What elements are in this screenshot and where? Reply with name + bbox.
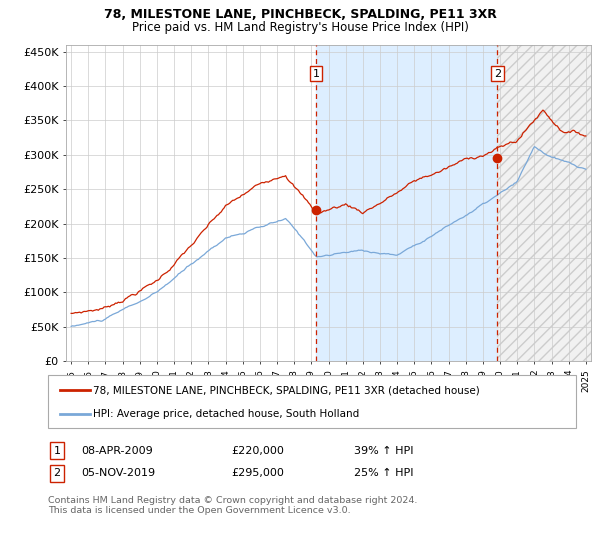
Text: 1: 1	[313, 69, 319, 79]
Text: 08-APR-2009: 08-APR-2009	[81, 446, 153, 456]
Bar	[497, 45, 595, 361]
Text: 78, MILESTONE LANE, PINCHBECK, SPALDING, PE11 3XR (detached house): 78, MILESTONE LANE, PINCHBECK, SPALDING,…	[93, 385, 480, 395]
Bar	[497, 45, 595, 361]
Text: 39% ↑ HPI: 39% ↑ HPI	[354, 446, 413, 456]
Text: Price paid vs. HM Land Registry's House Price Index (HPI): Price paid vs. HM Land Registry's House …	[131, 21, 469, 34]
Text: HPI: Average price, detached house, South Holland: HPI: Average price, detached house, Sout…	[93, 408, 359, 418]
Text: 2: 2	[494, 69, 501, 79]
Text: 2: 2	[53, 468, 61, 478]
Bar	[316, 45, 497, 361]
Text: Contains HM Land Registry data © Crown copyright and database right 2024.
This d: Contains HM Land Registry data © Crown c…	[48, 496, 418, 515]
Text: £295,000: £295,000	[231, 468, 284, 478]
Text: 1: 1	[53, 446, 61, 456]
Text: 05-NOV-2019: 05-NOV-2019	[81, 468, 155, 478]
Text: 78, MILESTONE LANE, PINCHBECK, SPALDING, PE11 3XR: 78, MILESTONE LANE, PINCHBECK, SPALDING,…	[104, 8, 496, 21]
Text: £220,000: £220,000	[231, 446, 284, 456]
Text: 25% ↑ HPI: 25% ↑ HPI	[354, 468, 413, 478]
